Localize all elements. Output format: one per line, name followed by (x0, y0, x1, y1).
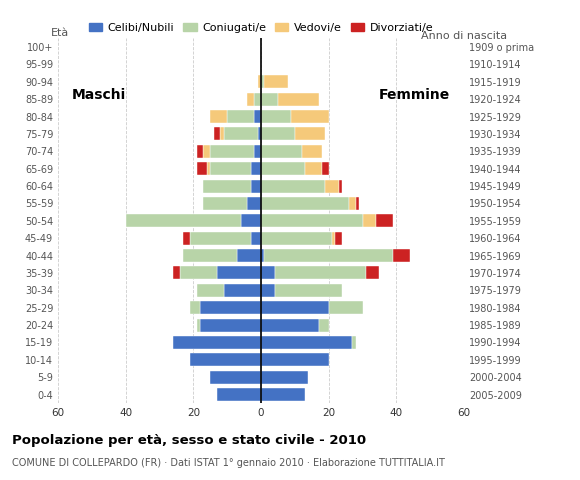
Bar (217, 266, 261, 279)
Bar (204, 145, 210, 158)
Bar (190, 301, 200, 314)
Bar (126, 214, 241, 228)
Bar (261, 353, 329, 366)
Bar (204, 180, 251, 192)
Bar (376, 214, 393, 228)
Text: Età: Età (51, 28, 70, 38)
Bar (261, 301, 329, 314)
Bar (254, 93, 261, 106)
Bar (264, 75, 288, 88)
Bar (251, 232, 261, 245)
Bar (325, 180, 339, 192)
Bar (200, 301, 261, 314)
Bar (261, 371, 309, 384)
Bar (197, 319, 200, 332)
Bar (220, 127, 224, 141)
Bar (261, 197, 349, 210)
Bar (190, 353, 261, 366)
Bar (261, 110, 291, 123)
Bar (261, 145, 302, 158)
Bar (180, 266, 217, 279)
Text: COMUNE DI COLLEPARDO (FR) · Dati ISTAT 1° gennaio 2010 · Elaborazione TUTTITALIA: COMUNE DI COLLEPARDO (FR) · Dati ISTAT 1… (12, 458, 444, 468)
Bar (349, 197, 356, 210)
Bar (200, 319, 261, 332)
Text: Femmine: Femmine (379, 88, 451, 102)
Bar (237, 249, 261, 262)
Bar (258, 127, 261, 141)
Bar (261, 232, 332, 245)
Bar (251, 180, 261, 192)
Bar (362, 214, 376, 228)
Bar (261, 266, 274, 279)
Legend: Celibi/Nubili, Coniugati/e, Vedovi/e, Divorziati/e: Celibi/Nubili, Coniugati/e, Vedovi/e, Di… (84, 18, 438, 37)
Bar (173, 266, 180, 279)
Bar (241, 214, 261, 228)
Bar (356, 197, 359, 210)
Bar (291, 110, 329, 123)
Bar (261, 180, 325, 192)
Bar (197, 145, 204, 158)
Bar (251, 162, 261, 175)
Bar (224, 284, 261, 297)
Bar (190, 232, 251, 245)
Bar (210, 110, 227, 123)
Bar (302, 145, 322, 158)
Bar (329, 301, 362, 314)
Bar (261, 162, 305, 175)
Bar (210, 162, 251, 175)
Bar (248, 93, 254, 106)
Bar (264, 249, 393, 262)
Text: Maschi: Maschi (71, 88, 126, 102)
Bar (197, 284, 224, 297)
Bar (248, 197, 261, 210)
Bar (210, 371, 261, 384)
Bar (339, 180, 342, 192)
Bar (207, 162, 210, 175)
Bar (224, 127, 258, 141)
Bar (227, 110, 254, 123)
Bar (335, 232, 342, 245)
Bar (318, 319, 329, 332)
Bar (353, 336, 356, 349)
Bar (261, 75, 264, 88)
Bar (217, 388, 261, 401)
Bar (393, 249, 410, 262)
Bar (332, 232, 335, 245)
Bar (261, 284, 274, 297)
Bar (254, 145, 261, 158)
Bar (295, 127, 325, 141)
Bar (261, 388, 305, 401)
Text: Popolazione per età, sesso e stato civile - 2010: Popolazione per età, sesso e stato civil… (12, 434, 366, 447)
Bar (261, 319, 318, 332)
Bar (210, 145, 254, 158)
Bar (173, 336, 261, 349)
Bar (274, 284, 342, 297)
Bar (261, 249, 264, 262)
Bar (197, 162, 207, 175)
Bar (261, 93, 278, 106)
Bar (278, 93, 318, 106)
Bar (366, 266, 379, 279)
Bar (183, 232, 190, 245)
Bar (261, 214, 362, 228)
Bar (258, 75, 261, 88)
Bar (204, 197, 248, 210)
Bar (261, 336, 353, 349)
Bar (183, 249, 237, 262)
Bar (254, 110, 261, 123)
Bar (305, 162, 322, 175)
Bar (322, 162, 329, 175)
Y-axis label: Anno di nascita: Anno di nascita (421, 31, 507, 41)
Bar (261, 127, 295, 141)
Bar (274, 266, 366, 279)
Bar (213, 127, 220, 141)
